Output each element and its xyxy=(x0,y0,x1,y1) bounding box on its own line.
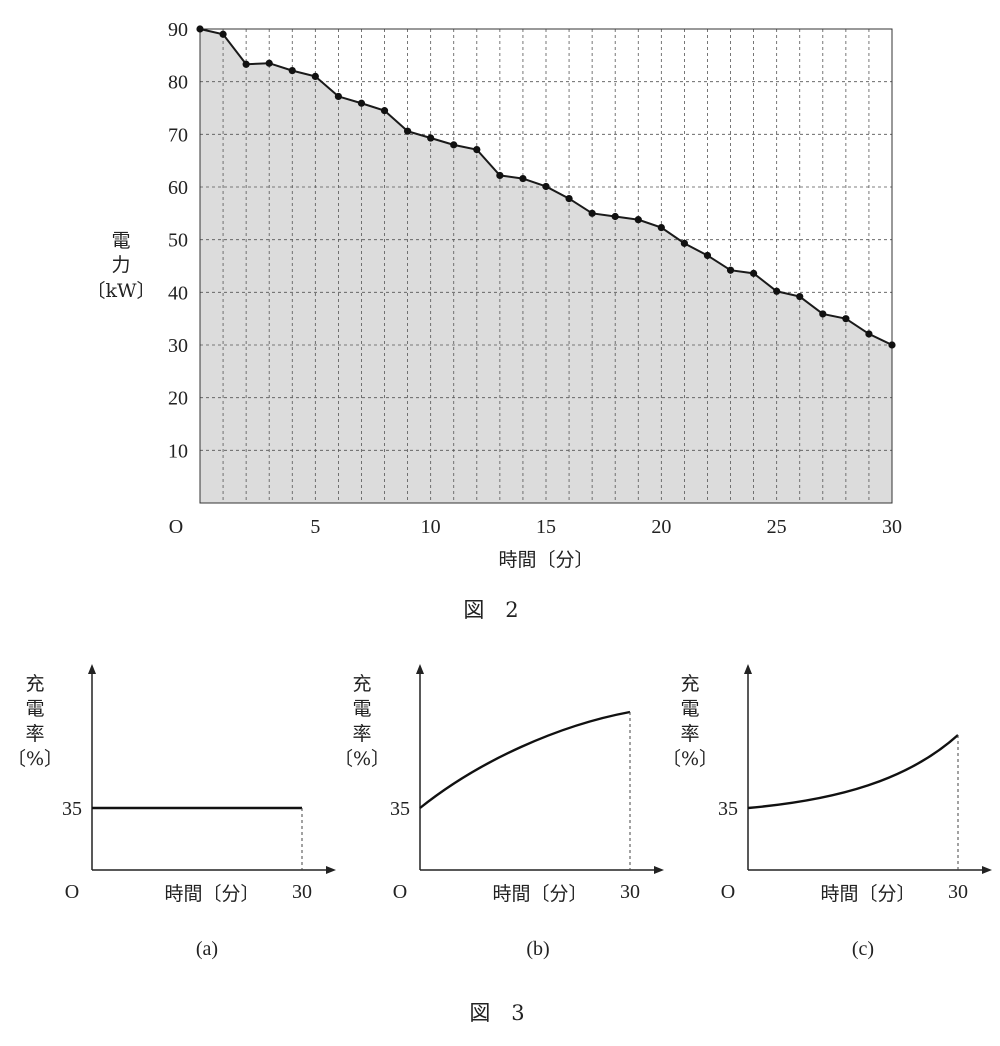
origin-label: O xyxy=(65,881,79,903)
x-axis-label: 時間〔分〕 xyxy=(820,883,915,905)
data-point xyxy=(726,266,735,274)
data-point xyxy=(265,59,273,67)
y-value-35-label: 35 xyxy=(62,798,82,820)
data-point xyxy=(819,310,827,318)
panel-caption: (c) xyxy=(852,938,874,960)
y-axis-arrow xyxy=(88,664,96,674)
y-axis-arrow xyxy=(416,664,424,674)
panel-caption: (b) xyxy=(526,938,549,960)
y-axis-label-line: 充 xyxy=(680,673,699,695)
x-tick-labels: 5 10 15 20 25 30 xyxy=(310,516,902,538)
x-axis-label: 時間〔分〕 xyxy=(492,883,587,905)
origin-label: O xyxy=(169,516,183,538)
data-point xyxy=(611,212,619,221)
y-value-35-label: 35 xyxy=(390,798,410,820)
y-axis-label-line: 〔%〕 xyxy=(7,748,63,770)
data-point xyxy=(796,292,804,301)
y-tick-label: 80 xyxy=(168,72,188,94)
panel-a: 充電率〔%〕 35 O 時間〔分〕 30 (a) xyxy=(7,664,336,960)
y-axis-label-line-3: 〔kW〕 xyxy=(86,280,155,302)
data-point xyxy=(496,171,504,180)
y-value-35-label: 35 xyxy=(718,798,738,820)
figure-3: 充電率〔%〕35O 時間〔分〕 30(a)充電率〔%〕35O 時間〔分〕 30(b)充電… xyxy=(7,664,992,960)
y-tick-label: 90 xyxy=(168,19,188,41)
y-axis-label-line-1: 電 xyxy=(111,230,130,252)
y-axis-label-line: 充 xyxy=(25,673,44,695)
data-point xyxy=(334,92,342,101)
y-tick-labels: 10 20 30 40 50 60 70 80 90 xyxy=(168,19,188,462)
y-tick-label: 40 xyxy=(168,282,188,304)
data-point xyxy=(565,194,573,203)
data-point xyxy=(242,60,250,68)
y-axis-arrow xyxy=(744,664,752,674)
data-point xyxy=(311,72,319,80)
power-points xyxy=(196,25,896,349)
y-axis-label-line: 率 xyxy=(25,723,44,745)
y-axis-label-line-2: 力 xyxy=(111,254,130,276)
x-axis-label: 時間〔分〕 xyxy=(164,883,259,905)
x-tick-label: 15 xyxy=(536,516,556,538)
data-point xyxy=(773,287,781,295)
y-axis-label-line: 〔%〕 xyxy=(662,748,718,770)
origin-label: O xyxy=(721,881,735,903)
y-tick-label: 70 xyxy=(168,124,188,146)
data-point xyxy=(219,30,227,38)
grid-lines xyxy=(200,29,892,503)
data-point xyxy=(588,209,596,217)
x-axis-arrow xyxy=(982,866,992,874)
figure-2: 10 20 30 40 50 60 70 80 90 5 10 15 20 25 30 O 電 力 〔kW… xyxy=(86,19,902,622)
data-point xyxy=(404,127,412,135)
panel-caption: (a) xyxy=(196,938,218,960)
panel-c: 充電率〔%〕 35 O 時間〔分〕 30 (c) xyxy=(662,664,992,960)
y-tick-label: 20 xyxy=(168,388,188,410)
y-axis-label-line: 電 xyxy=(680,698,699,720)
x-axis-arrow xyxy=(326,866,336,874)
data-point xyxy=(888,341,896,349)
data-point xyxy=(380,107,389,115)
data-point xyxy=(357,99,366,107)
charge-rate-curve xyxy=(747,734,959,810)
y-axis-label-line: 率 xyxy=(352,723,371,745)
y-axis-label-line: 率 xyxy=(680,723,699,745)
data-point xyxy=(288,67,296,75)
x-tick-label: 20 xyxy=(651,516,671,538)
x-tick-label: 10 xyxy=(421,516,441,538)
data-point xyxy=(450,141,458,149)
y-tick-label: 30 xyxy=(168,335,188,357)
x-tick-label: 30 xyxy=(882,516,902,538)
data-point xyxy=(519,174,527,183)
plot-frame xyxy=(199,28,893,504)
figure-2-caption: 図 2 xyxy=(463,598,518,622)
data-point xyxy=(865,330,873,338)
x-axis-arrow xyxy=(654,866,664,874)
x-axis-label: 時間〔分〕 xyxy=(498,549,593,571)
y-axis-label-line: 〔%〕 xyxy=(334,748,390,770)
y-tick-label: 50 xyxy=(168,230,188,252)
data-point xyxy=(542,182,550,191)
y-axis-label-line: 電 xyxy=(25,698,44,720)
data-point xyxy=(750,269,758,277)
y-axis-label-line: 電 xyxy=(352,698,371,720)
data-point xyxy=(657,223,665,232)
data-point xyxy=(680,239,689,247)
data-point xyxy=(842,315,850,323)
data-point xyxy=(427,134,435,142)
x-end-label: 30 xyxy=(948,881,968,903)
data-point xyxy=(473,146,481,154)
y-tick-label: 10 xyxy=(168,440,188,462)
y-tick-label: 60 xyxy=(168,177,188,199)
panel-b: 充電率〔%〕 35 O 時間〔分〕 30 (b) xyxy=(334,664,664,960)
data-point xyxy=(703,251,712,260)
x-tick-label: 25 xyxy=(767,516,787,538)
data-point xyxy=(196,25,204,33)
x-end-label: 30 xyxy=(292,881,312,903)
data-point xyxy=(634,216,642,224)
y-axis-label-line: 充 xyxy=(352,673,371,695)
x-tick-label: 5 xyxy=(310,516,320,538)
charge-rate-curve xyxy=(419,710,631,809)
figure-3-caption: 図 3 xyxy=(469,1001,524,1025)
x-end-label: 30 xyxy=(620,881,640,903)
origin-label: O xyxy=(393,881,407,903)
